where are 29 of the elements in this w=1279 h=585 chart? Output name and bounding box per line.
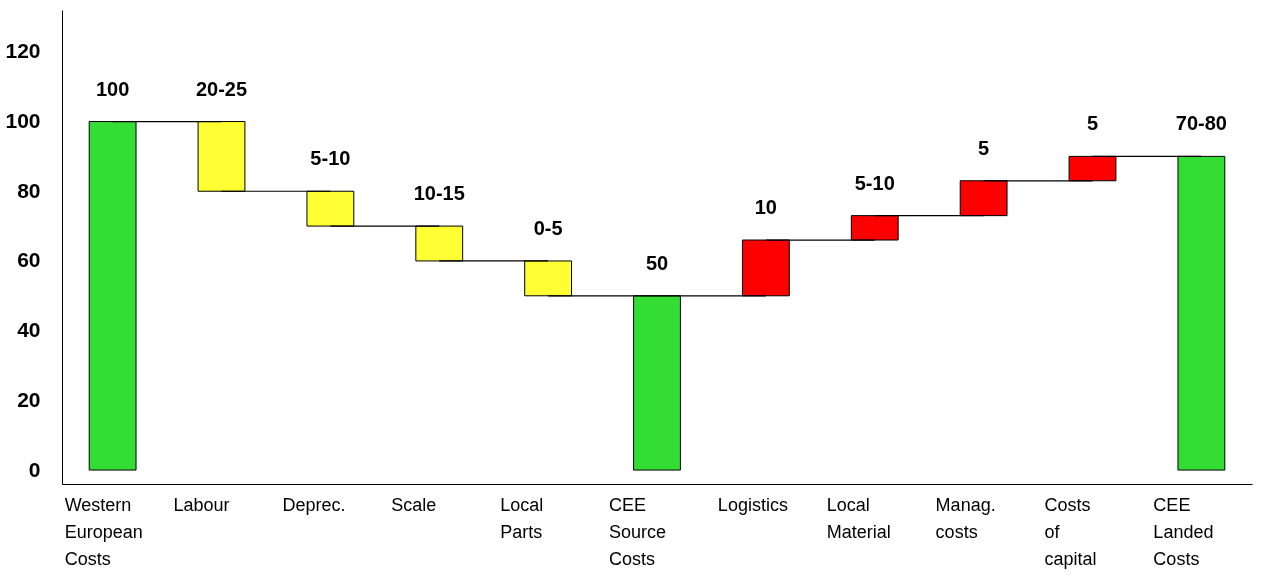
annotation: 10-15 — [413, 182, 465, 205]
annotation: 10 — [754, 196, 777, 219]
annotation: 5 — [978, 136, 990, 159]
x-tick-label: Labour — [173, 494, 230, 515]
annotation: 5-10 — [854, 171, 895, 194]
x-tick-label: Local Material — [826, 494, 891, 542]
x-tick-label: Scale — [391, 494, 437, 515]
annotation: 5-10 — [310, 147, 351, 170]
y-tick-label: 40 — [17, 318, 41, 342]
annotation: 20-25 — [195, 77, 248, 100]
annotation: 50 — [645, 251, 669, 274]
x-tick-label: Manag. costs — [935, 494, 996, 542]
y-tick-label: 20 — [17, 387, 41, 411]
annotation: 5 — [1086, 112, 1099, 135]
x-tick-label: Logistics — [717, 494, 788, 515]
annotation: 100 — [95, 77, 130, 100]
y-tick-label: 80 — [17, 178, 41, 202]
annotation: 0-5 — [533, 216, 563, 239]
x-tick-label: CEE Landed Costs — [1153, 494, 1214, 569]
y-tick-label: 120 — [5, 39, 41, 63]
y-tick-label: 60 — [17, 248, 41, 272]
y-tick-label: 0 — [28, 457, 41, 481]
x-tick-label: CEE Source Costs — [609, 494, 667, 569]
annotation: 70-80 — [1175, 112, 1227, 135]
x-tick-label: Western European Costs — [64, 494, 143, 569]
x-tick-label: Deprec. — [282, 494, 346, 515]
y-tick-label: 100 — [5, 109, 41, 133]
x-tick-label: Costs of capital — [1044, 494, 1097, 569]
x-tick-label: Local Parts — [500, 494, 544, 542]
